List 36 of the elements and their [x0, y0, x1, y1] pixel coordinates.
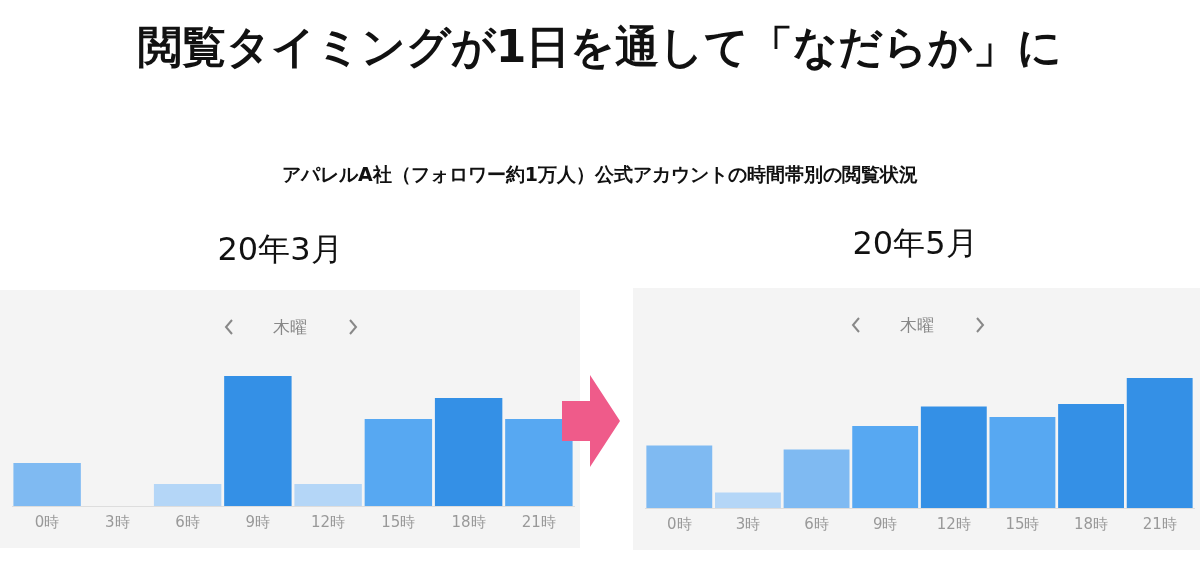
- x-tick-label: 9時: [872, 514, 898, 533]
- x-tick-label: 21時: [521, 512, 556, 531]
- bar: [434, 398, 503, 506]
- x-tick-label: 18時: [1074, 514, 1109, 533]
- bar: [224, 376, 292, 506]
- x-tick-label: 0時: [34, 512, 60, 531]
- x-tick-label: 0時: [667, 514, 692, 533]
- chart-subtitle: 木曜: [272, 316, 308, 339]
- bar: [153, 483, 222, 506]
- bar: [1058, 404, 1124, 508]
- bar: [13, 463, 81, 506]
- text: アパレルA社（フォロワー約1万人）公式アカウントの時間帯別の閲覧状況: [281, 162, 919, 187]
- bar: [646, 445, 713, 508]
- bar: [989, 417, 1056, 508]
- bar: [783, 449, 850, 508]
- bar: [364, 418, 433, 506]
- bar: [1126, 378, 1193, 508]
- x-tick-label: 6時: [804, 514, 829, 533]
- text: 閲覧タイミングが1日を通して「なだらか」に: [136, 20, 1064, 74]
- x-tick-label: 3時: [105, 512, 130, 531]
- x-tick-label: 6時: [175, 512, 200, 531]
- x-tick-label: 15時: [381, 512, 416, 531]
- chart-title: 20年3月: [216, 229, 344, 270]
- x-tick-label: 12時: [311, 512, 346, 531]
- x-tick-label: 12時: [936, 514, 971, 533]
- bar: [920, 406, 987, 508]
- x-tick-label: 15時: [1005, 514, 1040, 533]
- chart-title: 20年5月: [851, 223, 979, 264]
- x-tick-label: 18時: [451, 512, 486, 531]
- bar: [852, 426, 919, 508]
- x-tick-label: 9時: [245, 512, 271, 531]
- x-tick-label: 21時: [1142, 514, 1177, 533]
- x-tick-label: 3時: [735, 514, 761, 533]
- chart-subtitle: 木曜: [898, 314, 935, 337]
- bar: [715, 492, 781, 508]
- bar: [294, 483, 362, 506]
